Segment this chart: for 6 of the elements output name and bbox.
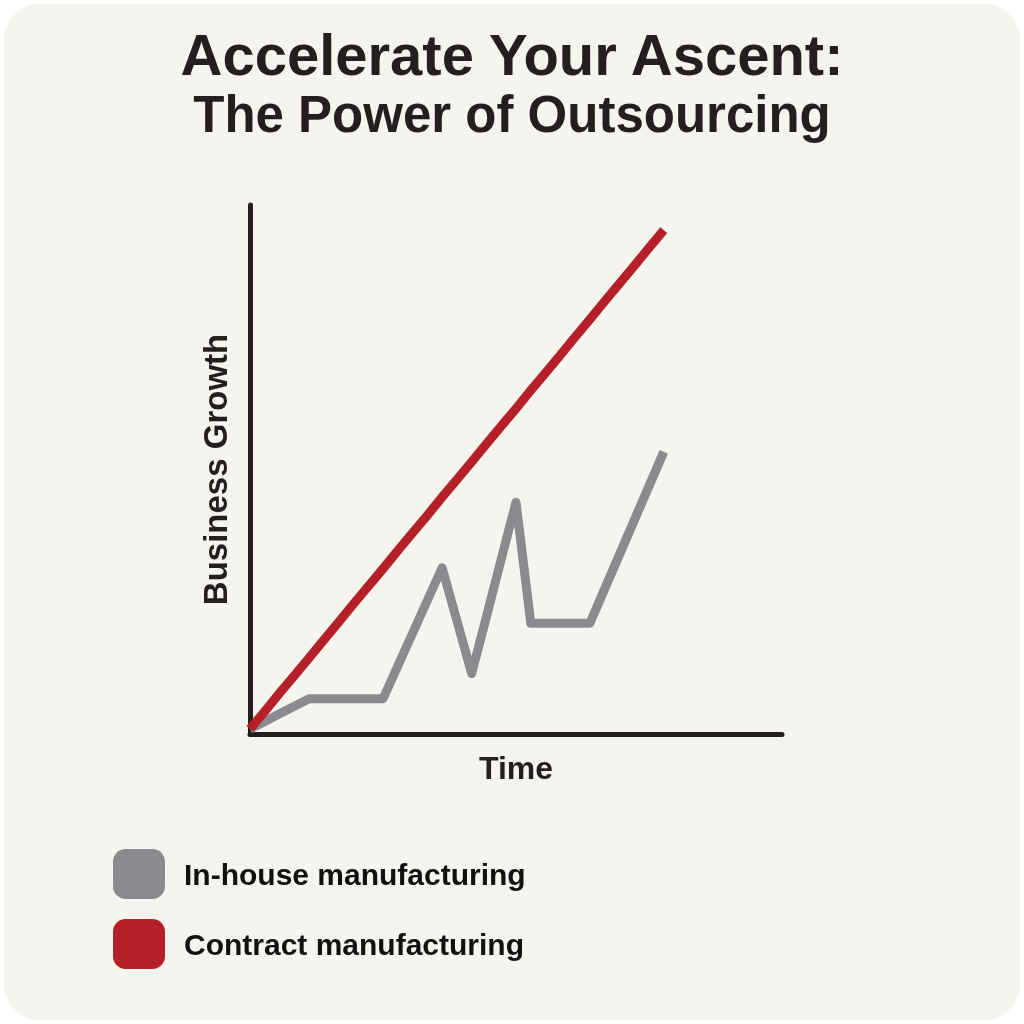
- legend-label: Contract manufacturing: [184, 927, 525, 961]
- chart-title: Accelerate Your Ascent:: [180, 21, 844, 87]
- chart-subtitle: The Power of Outsourcing: [193, 86, 831, 143]
- legend-label: In-house manufacturing: [184, 857, 526, 891]
- y-axis-title: Business Growth: [197, 333, 234, 606]
- x-axis-title: Time: [478, 750, 554, 786]
